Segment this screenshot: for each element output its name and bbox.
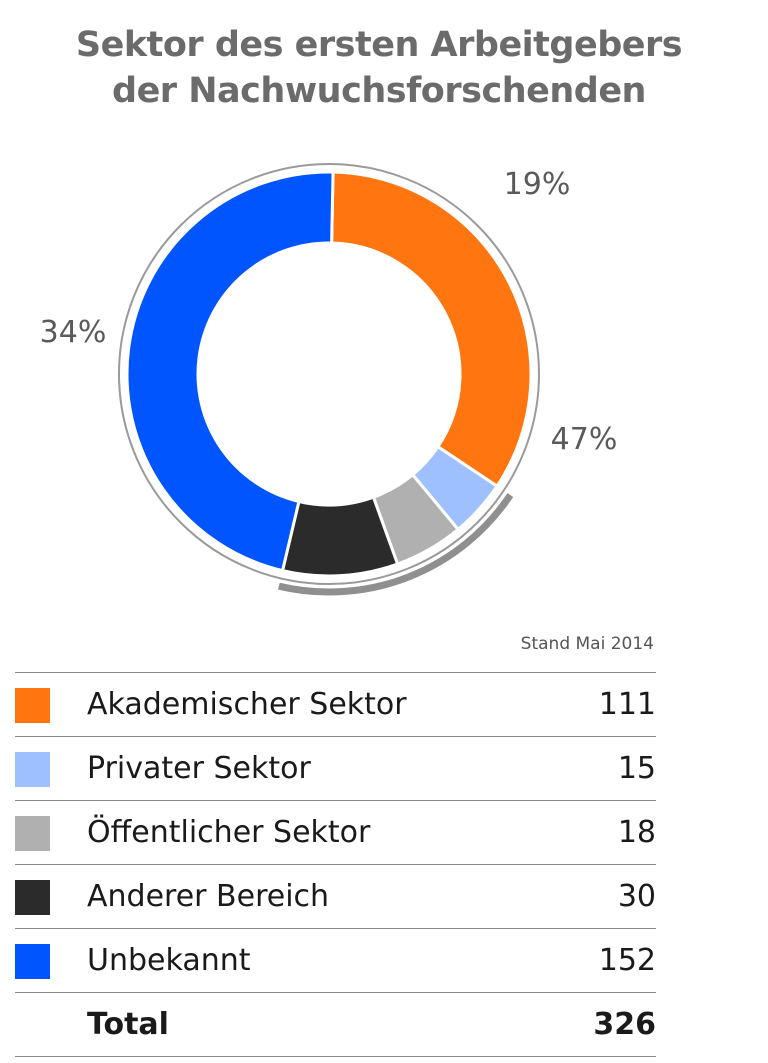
legend-value: 111 xyxy=(562,672,656,737)
legend-table: Akademischer Sektor 111 Privater Sektor 15 Ö… xyxy=(15,672,656,1057)
legend-swatch-cell xyxy=(15,736,87,801)
chart-title-line-1: Sektor des ersten Arbeitgebers xyxy=(75,25,683,65)
legend-swatch xyxy=(15,751,50,787)
legend-swatch-cell xyxy=(15,672,87,737)
legend-swatch xyxy=(15,815,50,851)
percent-label: 47% xyxy=(551,422,618,457)
legend-swatch xyxy=(15,879,50,915)
legend-label: Privater Sektor xyxy=(87,736,563,801)
slice-akademischer-sektor xyxy=(330,170,533,489)
legend-value: 15 xyxy=(562,736,656,801)
chart-title: Sektor des ersten Arbeitgebers der Nachw… xyxy=(0,22,758,114)
legend-swatch-cell xyxy=(15,864,87,929)
legend-swatch xyxy=(15,943,50,979)
total-row: Total 326 xyxy=(15,992,656,1057)
legend-label: Akademischer Sektor xyxy=(87,672,563,737)
data-date-note: Stand Mai 2014 xyxy=(520,634,654,654)
total-empty-cell xyxy=(15,992,87,1057)
donut-chart: 34% 19% 47% xyxy=(40,163,618,596)
outer-ring xyxy=(118,163,540,585)
legend-value: 18 xyxy=(562,800,656,865)
legend-label: Unbekannt xyxy=(87,928,563,993)
legend-label: Anderer Bereich xyxy=(87,864,563,929)
chart-title-line-2: der Nachwuchsforschenden xyxy=(112,71,646,111)
legend-row: Anderer Bereich 30 xyxy=(15,864,656,929)
legend-value: 152 xyxy=(562,928,656,993)
legend-row: Akademischer Sektor 111 xyxy=(15,672,656,737)
legend-swatch xyxy=(15,687,50,723)
legend-row: Öffentlicher Sektor 18 xyxy=(15,800,656,865)
total-label: Total xyxy=(87,992,563,1057)
legend-value: 30 xyxy=(562,864,656,929)
legend-label: Öffentlicher Sektor xyxy=(87,800,563,865)
legend-row: Privater Sektor 15 xyxy=(15,736,656,801)
legend-swatch-cell xyxy=(15,928,87,993)
total-value: 326 xyxy=(562,992,656,1057)
legend-row: Unbekannt 152 xyxy=(15,928,656,993)
group-highlight-arc xyxy=(278,493,514,596)
slice-unbekannt xyxy=(125,170,335,573)
percent-label: 34% xyxy=(40,315,107,350)
legend-swatch-cell xyxy=(15,800,87,865)
percent-label: 19% xyxy=(504,167,571,202)
